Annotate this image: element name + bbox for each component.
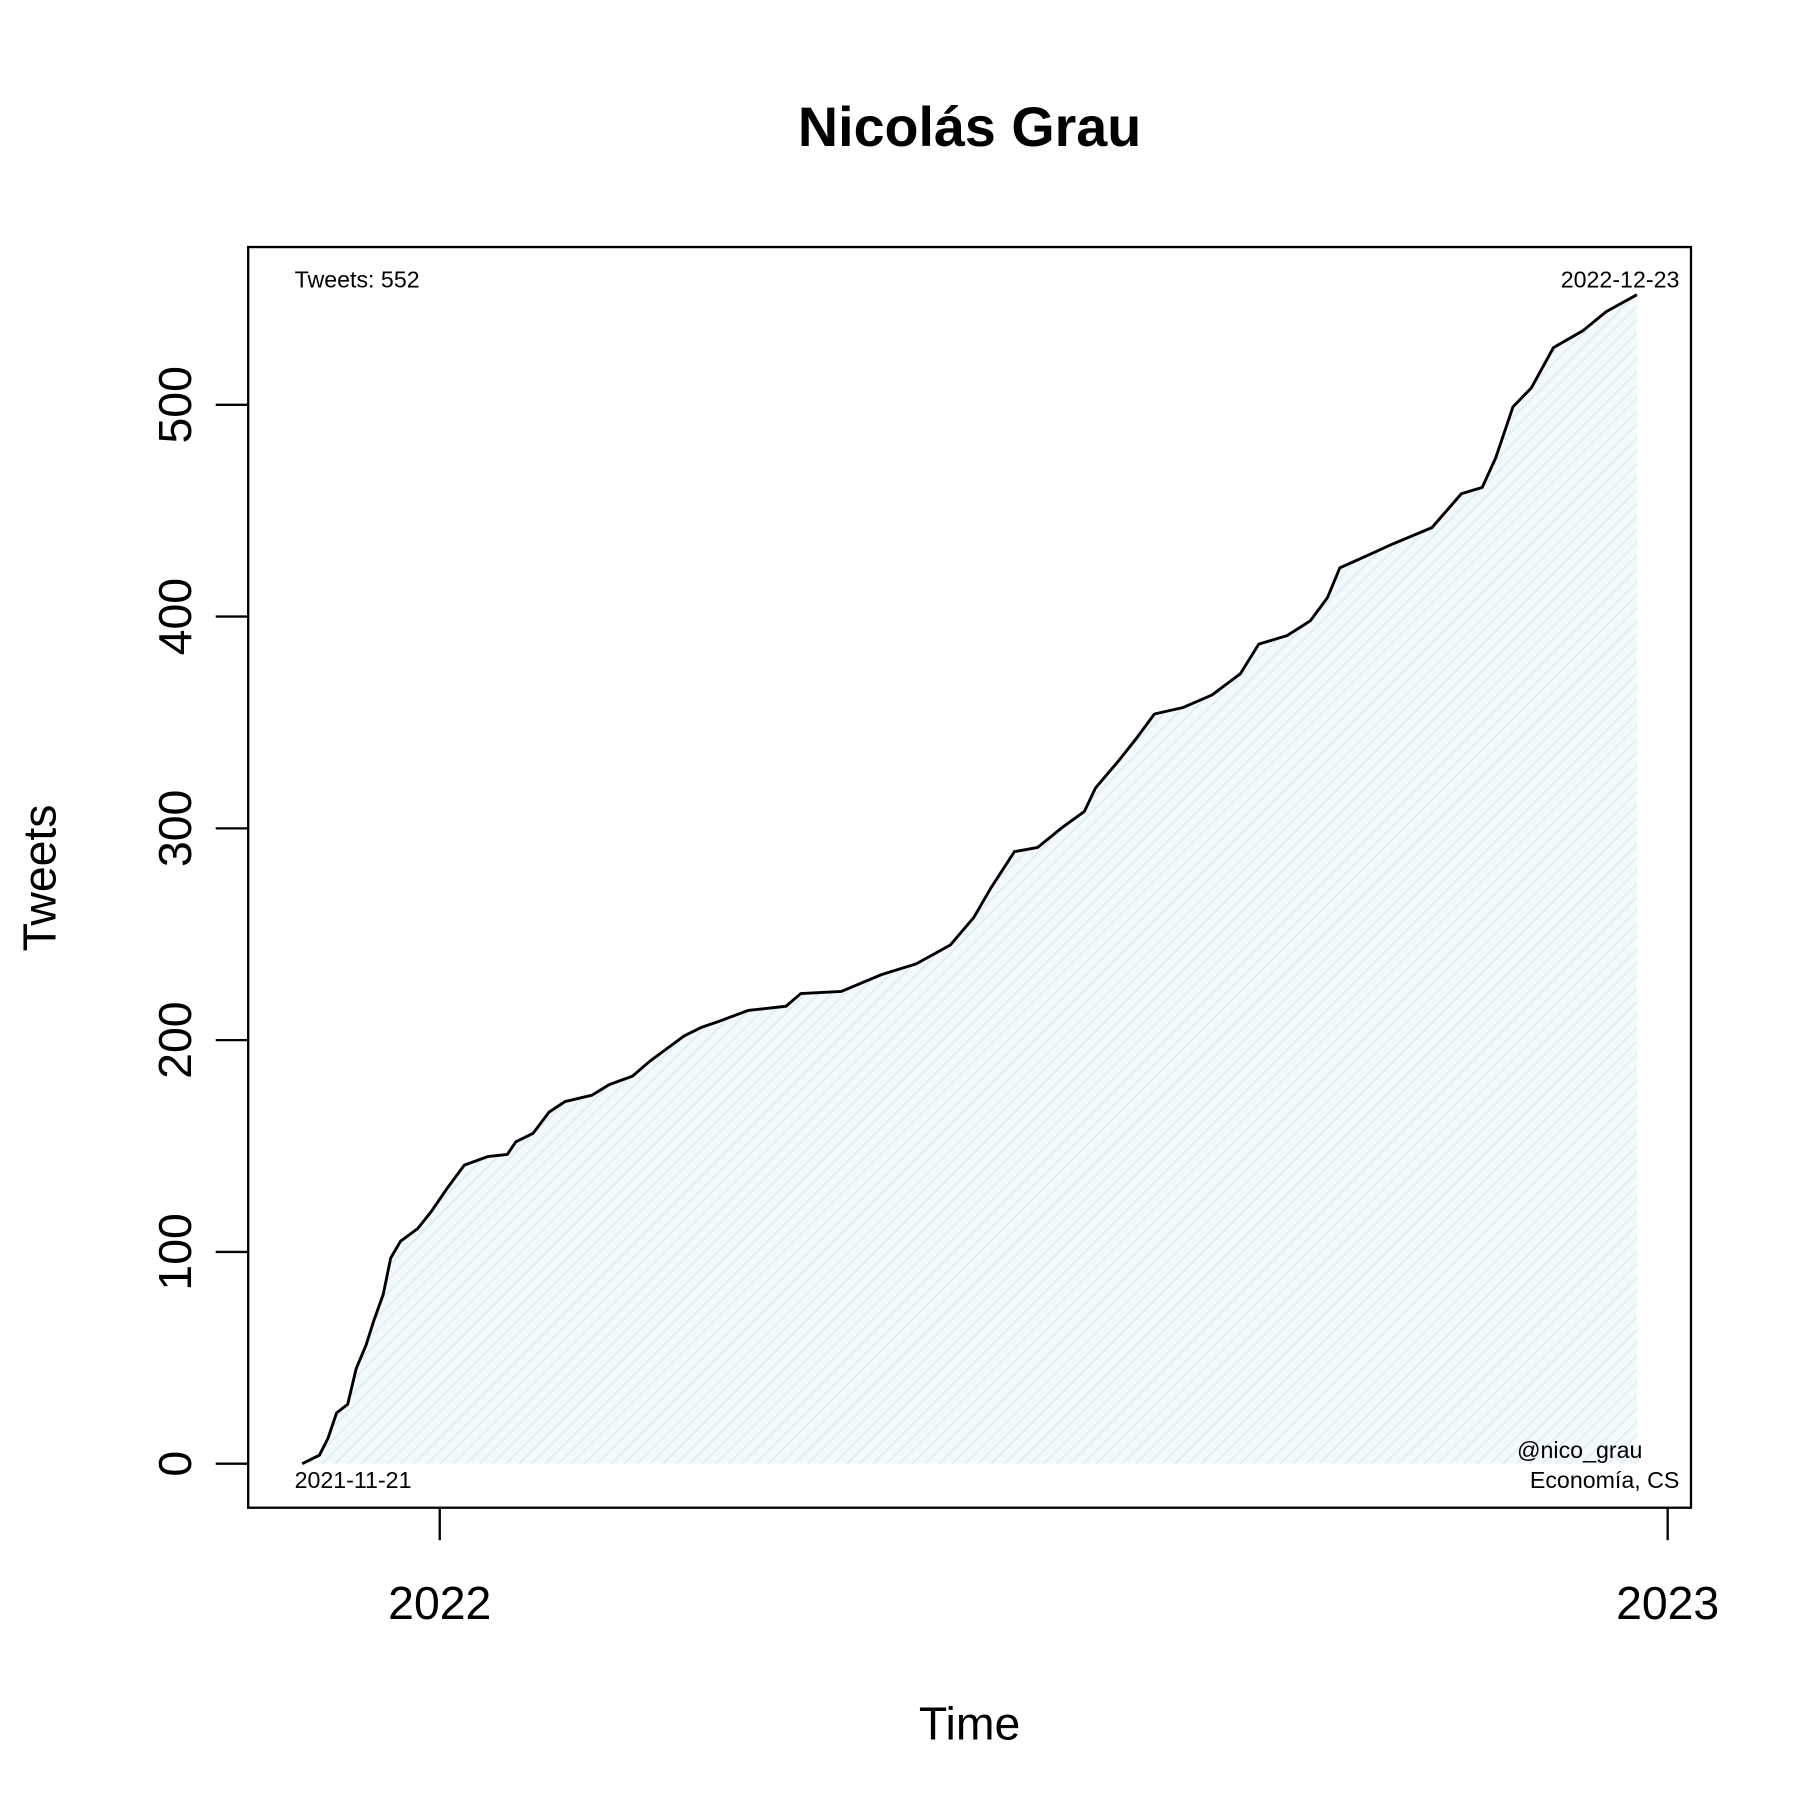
annotation: 2022-12-23 — [1561, 267, 1680, 293]
x-tick-label: 2023 — [1616, 1577, 1719, 1629]
annotation: Economía, CS — [1530, 1467, 1680, 1493]
plot-frame — [247, 245, 1693, 1509]
plot-area: 0 100 200 300 400 500 2022 2023 Tweets: 552 2022-… — [149, 245, 1719, 1629]
y-tick-label: 400 — [149, 578, 201, 655]
annotation: 2021-11-21 — [295, 1467, 412, 1493]
x-tick-label: 2022 — [388, 1577, 491, 1629]
y-tick-label: 500 — [149, 366, 201, 443]
y-tick-label: 300 — [149, 790, 201, 867]
chart-title: Nicolás Grau — [798, 96, 1141, 158]
y-axis-title: Tweets — [14, 805, 66, 952]
annotation: Tweets: 552 — [295, 267, 420, 293]
x-axis-title: Time — [919, 1698, 1020, 1750]
area-fill — [302, 294, 1637, 1464]
y-tick-label: 0 — [149, 1451, 201, 1477]
line — [301, 293, 1638, 1465]
y-tick-label: 100 — [149, 1213, 201, 1290]
annotation: @nico_grau — [1517, 1437, 1642, 1463]
y-tick-label: 200 — [149, 1001, 201, 1078]
